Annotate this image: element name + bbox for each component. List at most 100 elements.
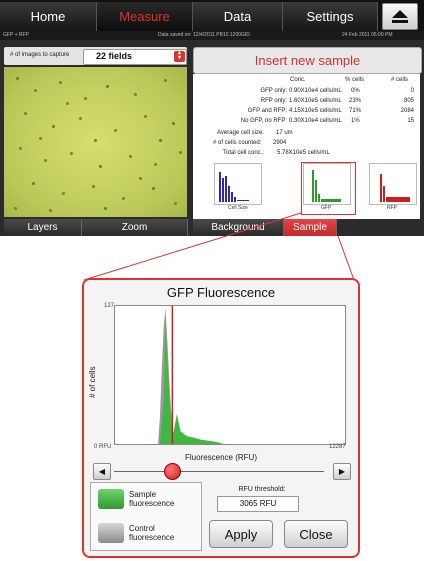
threshold-decrease-button[interactable]: ◀ — [93, 463, 111, 480]
tab-sample-label: Sample — [293, 222, 327, 233]
cell-dot — [164, 79, 167, 82]
cell-dot — [32, 182, 35, 185]
fluorescence-histogram[interactable] — [114, 305, 346, 445]
cell-dot — [66, 102, 69, 105]
thumb-gfp[interactable] — [303, 163, 351, 205]
thumb-cell-size-label: Cell Size — [228, 205, 248, 211]
cell-dot — [122, 197, 125, 200]
cell-dot — [62, 192, 65, 195]
row-label: No GFP, no RFP: — [240, 118, 287, 124]
row-count: 805 — [403, 98, 414, 104]
row-pct: 71% — [349, 108, 362, 114]
eject-icon — [392, 10, 408, 23]
status-bar: GFP + RFP Data saved on: 12/4/2011 PB10 … — [0, 31, 424, 40]
x-max-tick: 12287 — [329, 444, 346, 450]
legend: Sample fluorescence Control fluorescence — [90, 482, 202, 551]
tab-background[interactable]: Background — [193, 219, 284, 236]
cell-dot — [106, 85, 109, 88]
cell-dot — [14, 207, 17, 210]
threshold-slider-thumb[interactable] — [164, 463, 181, 480]
row-count: 2084 — [400, 108, 414, 114]
cell-dot — [159, 139, 162, 142]
row-conc: 0.30X10e4 cells/mL — [289, 118, 342, 124]
x-axis-label: Fluorescence (RFU) — [184, 453, 257, 462]
cell-dot — [59, 81, 62, 84]
tab-measure[interactable]: Measure — [97, 2, 193, 31]
up-down-arrows-icon[interactable]: ▴ ▾ — [174, 50, 185, 62]
tab-layers-label: Layers — [27, 222, 58, 233]
cell-dot — [114, 129, 117, 132]
tab-data-label: Data — [223, 9, 252, 24]
top-navigation-bar: Home Measure Data Settings — [0, 0, 424, 31]
cell-dot — [34, 89, 37, 92]
tab-settings-label: Settings — [306, 9, 354, 24]
series-sample-fluorescence — [159, 320, 224, 444]
y-axis-label: # of cells — [88, 366, 97, 398]
cell-dot — [52, 125, 55, 128]
thumb-rfp-label: RFP — [387, 205, 397, 211]
header-pct: % cells — [345, 77, 365, 83]
right-arrow-icon: ▶ — [338, 467, 346, 476]
row-conc: 0.90X10e4 cells/mL — [289, 88, 342, 94]
tab-data[interactable]: Data — [193, 2, 283, 31]
cell-image-view[interactable] — [4, 67, 187, 217]
gfp-fluorescence-dialog: GFP Fluorescence # of cells 127 0 RFU 12… — [82, 278, 360, 558]
threshold-slider-track[interactable] — [114, 471, 324, 472]
cell-dot — [16, 77, 19, 80]
cell-dot — [129, 155, 132, 158]
total-conc-label: Total cell conc.: — [223, 150, 265, 156]
cell-dot — [49, 209, 52, 212]
cell-dot — [84, 97, 87, 100]
capture-count-value: 22 fields — [96, 51, 133, 61]
cell-dot — [70, 152, 73, 155]
threshold-value-field[interactable]: 3065 RFU — [217, 496, 299, 512]
cell-dot — [99, 165, 102, 168]
apply-button[interactable]: Apply — [209, 520, 273, 548]
x-min-tick: 0 RFU — [94, 444, 112, 450]
sample-swatch — [98, 489, 124, 509]
cell-dot — [92, 185, 95, 188]
row-count: 15 — [407, 118, 414, 124]
cell-dot — [179, 151, 182, 154]
avg-size-value: 17 um — [276, 130, 293, 136]
threshold-increase-button[interactable]: ▶ — [333, 463, 351, 480]
close-button-label: Close — [299, 526, 333, 542]
thumb-rfp[interactable] — [369, 163, 417, 205]
tab-background-label: Background — [211, 222, 265, 233]
sample-legend-label: Sample fluorescence — [129, 490, 175, 508]
tab-sample[interactable]: Sample — [284, 219, 337, 236]
tab-layers[interactable]: Layers — [4, 219, 82, 236]
avg-size-label: Average cell size: — [217, 130, 264, 136]
close-button[interactable]: Close — [284, 520, 348, 548]
capture-count-select[interactable]: 22 fields ▴ ▾ — [83, 49, 187, 65]
capture-count-label: # of images to capture — [10, 52, 70, 58]
insert-new-sample-button[interactable]: Insert new sample — [193, 47, 422, 74]
cell-dot — [39, 137, 42, 140]
row-pct: 0% — [351, 88, 360, 94]
insert-new-sample-label: Insert new sample — [254, 53, 361, 68]
gfp-selection-highlight — [301, 162, 356, 215]
results-panel: Conc. % cells # cells GFP only: 0.90X10e… — [193, 74, 420, 219]
eject-button[interactable] — [382, 3, 418, 30]
cell-dot — [79, 117, 82, 120]
cell-dot — [44, 159, 47, 162]
cell-dot — [19, 147, 22, 150]
status-right: 24 Feb 2011 05:00 PM — [342, 32, 393, 38]
row-conc: 4.15X10e5 cells/mL — [289, 108, 342, 114]
y-max-tick: 127 — [104, 303, 115, 309]
capture-count-control: # of images to capture 22 fields ▴ ▾ — [4, 47, 187, 65]
threshold-label: RFU threshold: — [238, 486, 286, 493]
tab-settings[interactable]: Settings — [283, 2, 378, 31]
control-legend-label: Control fluorescence — [129, 524, 175, 542]
total-conc-value: 5.78X10e5 cells/mL — [277, 150, 330, 156]
tab-home[interactable]: Home — [0, 2, 97, 31]
cell-size-histogram-icon — [219, 172, 249, 202]
cell-dot — [24, 112, 27, 115]
thumb-gfp-label: GFP — [321, 205, 332, 211]
cells-counted-label: # of cells counted: — [213, 140, 262, 146]
thumb-cell-size[interactable] — [214, 163, 262, 205]
row-pct: 23% — [349, 98, 362, 104]
rfp-histogram-icon — [380, 174, 410, 202]
tab-zoom[interactable]: Zoom — [82, 219, 188, 236]
tab-measure-label: Measure — [119, 9, 170, 24]
